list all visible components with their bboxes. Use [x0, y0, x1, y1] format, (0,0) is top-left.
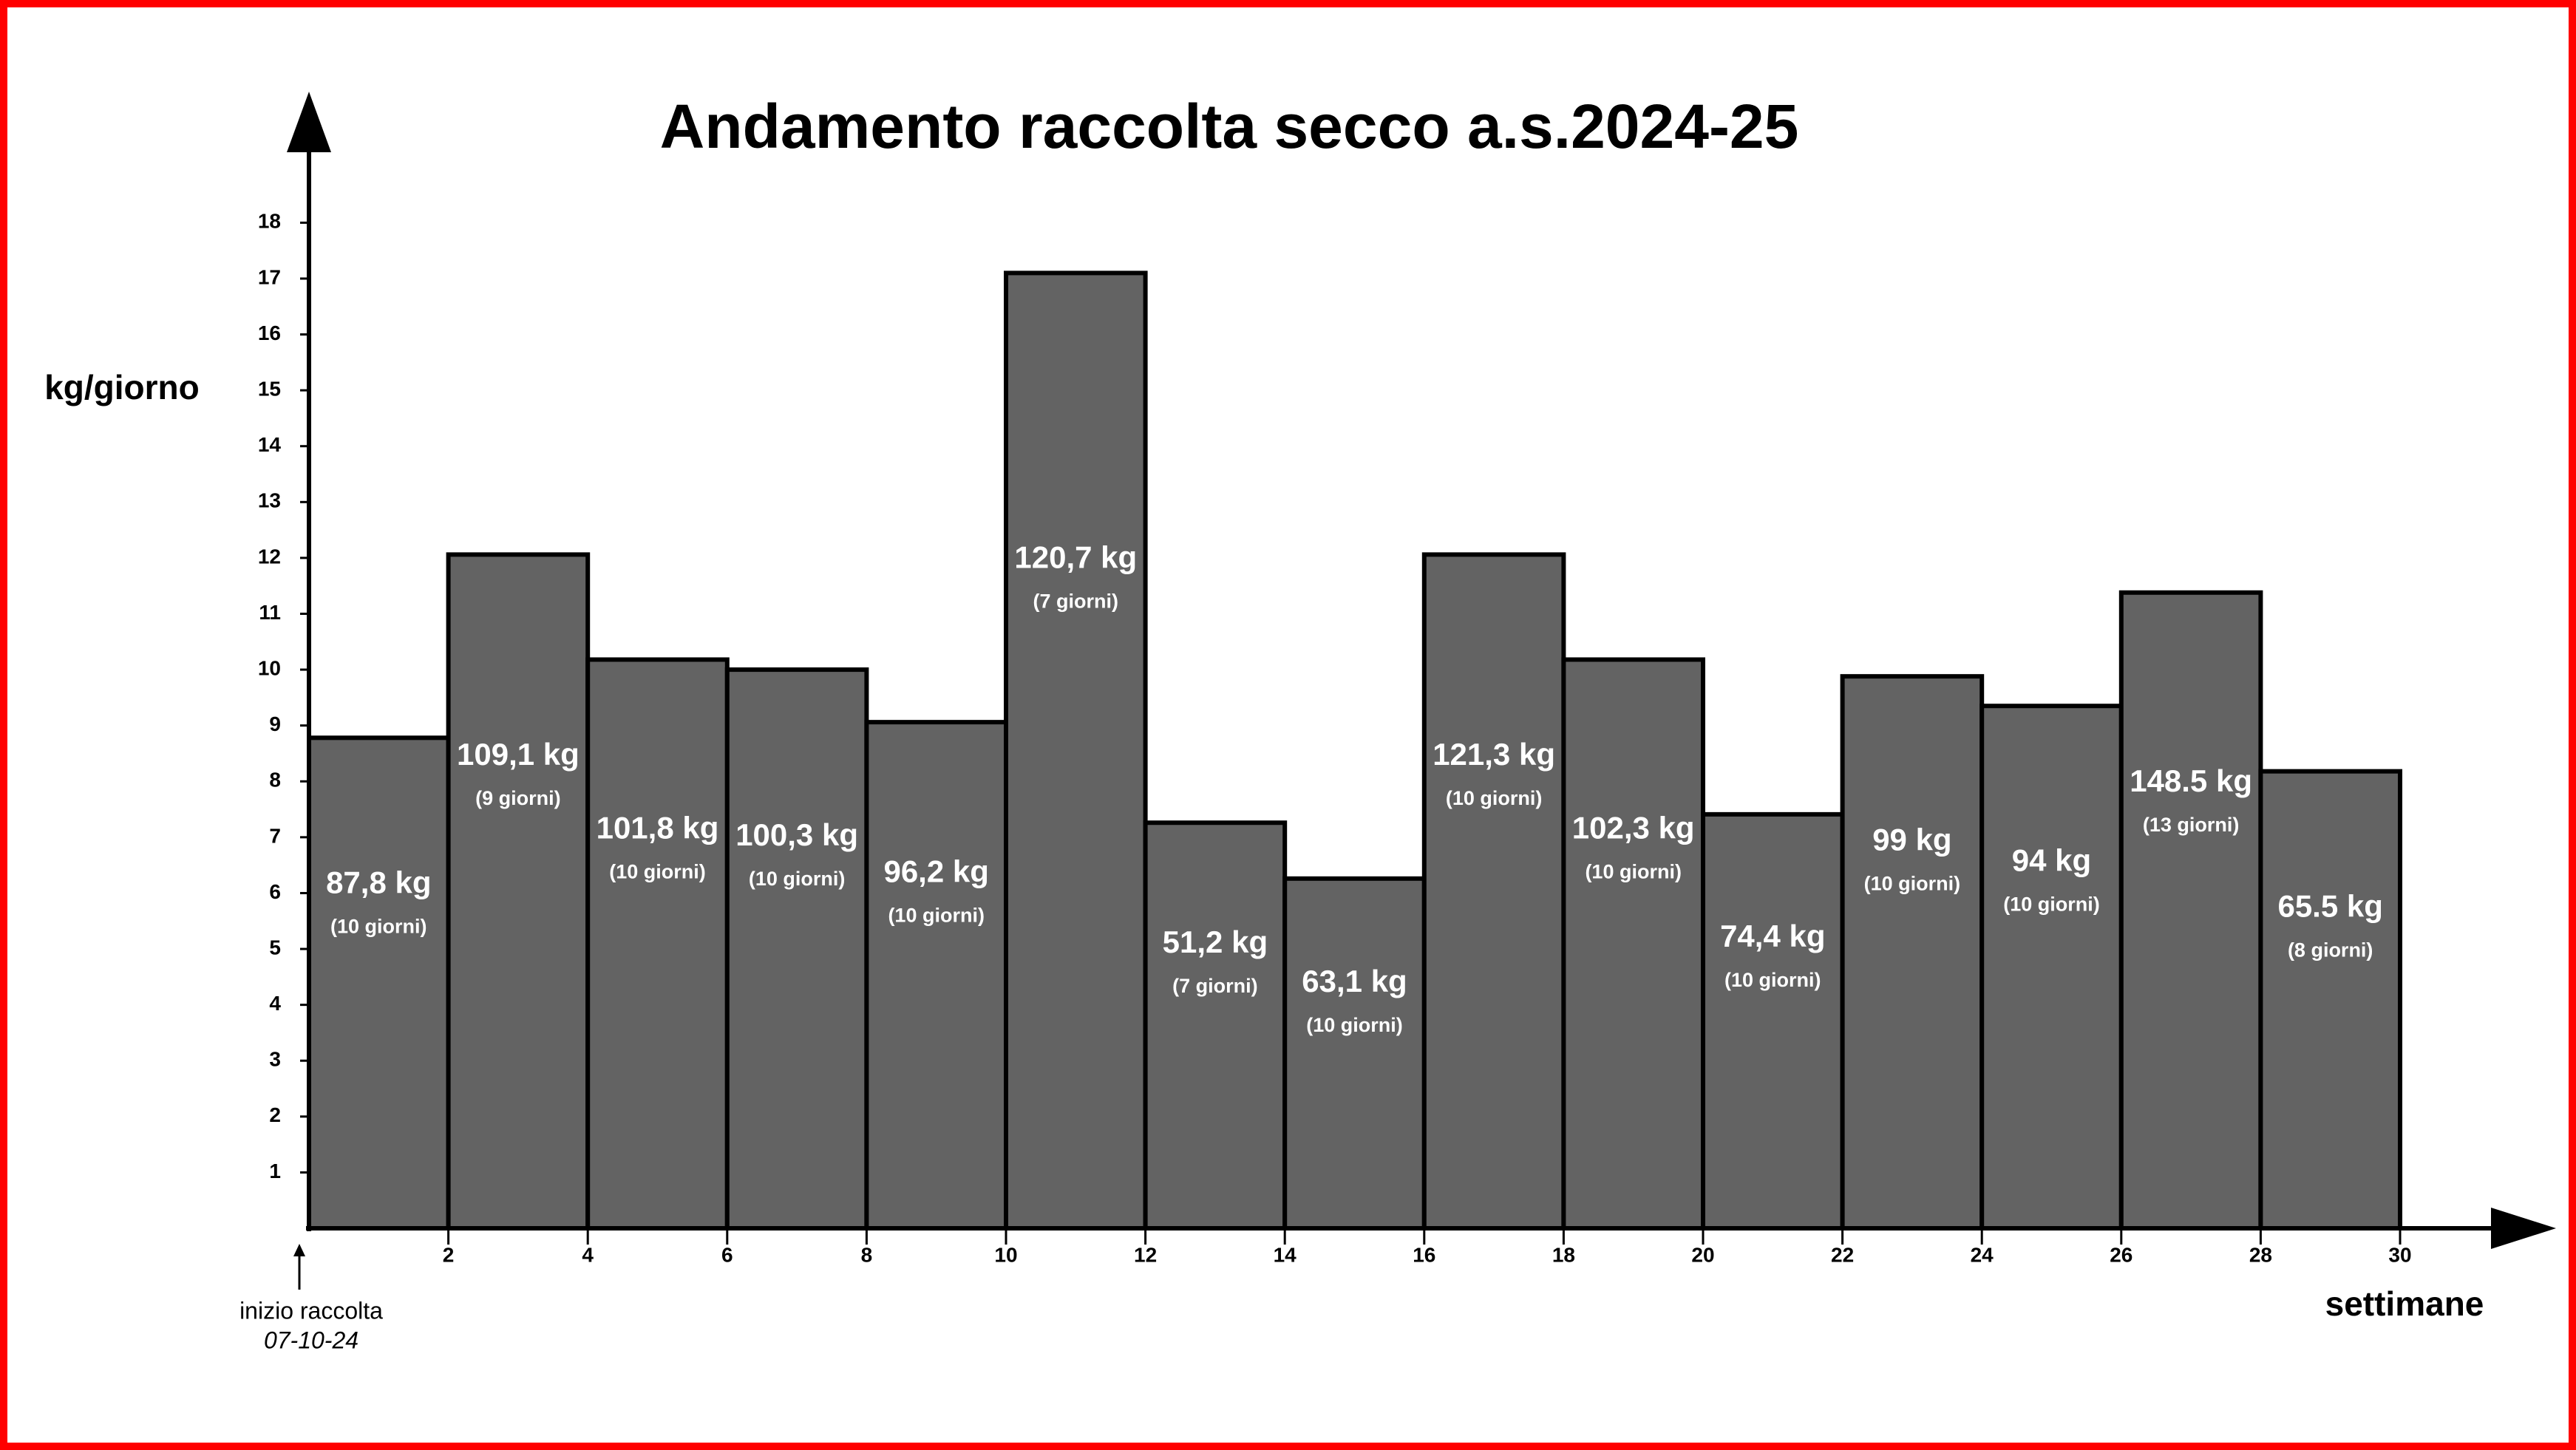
- bar-note: (9 giorni): [475, 787, 561, 809]
- bar: [307, 735, 451, 1231]
- y-tick-label: 9: [269, 712, 281, 735]
- x-tick-label: 22: [1831, 1243, 1854, 1266]
- bar: [446, 552, 591, 1231]
- start-arrow-head: [293, 1244, 305, 1256]
- y-tick-label: 11: [259, 601, 281, 624]
- x-tick-label: 10: [994, 1243, 1017, 1266]
- y-tick-label: 18: [258, 210, 281, 233]
- bar-label: 120,7 kg: [1014, 540, 1137, 574]
- bar: [1979, 704, 2124, 1231]
- y-tick-label: 3: [269, 1048, 281, 1071]
- chart-title: Andamento raccolta secco a.s.2024-25: [660, 92, 1799, 161]
- bar-note: (10 giorni): [888, 905, 985, 927]
- bar-note: (10 giorni): [1306, 1014, 1403, 1036]
- start-date: 07-10-24: [264, 1327, 358, 1353]
- x-tick-label: 2: [443, 1243, 455, 1266]
- bar-note: (10 giorni): [1864, 872, 1961, 894]
- bar-note: (10 giorni): [330, 916, 427, 938]
- y-tick-label: 13: [258, 489, 281, 512]
- bar-note: (7 giorni): [1033, 590, 1119, 612]
- x-tick-label: 8: [861, 1243, 873, 1266]
- bar-note: (10 giorni): [1585, 860, 1682, 882]
- bar-note: (10 giorni): [609, 860, 706, 882]
- bar-label: 109,1 kg: [457, 737, 580, 772]
- bar-label: 99 kg: [1872, 822, 1951, 857]
- bar: [864, 720, 1009, 1231]
- bar: [585, 657, 730, 1231]
- bar: [2258, 769, 2402, 1231]
- x-tick-label: 4: [582, 1243, 594, 1266]
- bar-label: 94 kg: [2012, 843, 2091, 877]
- y-tick-label: 15: [258, 378, 281, 401]
- bar: [1561, 657, 1705, 1231]
- bar: [1840, 674, 1985, 1231]
- y-axis-label: kg/giorno: [44, 368, 200, 406]
- bar: [1421, 552, 1566, 1231]
- bar: [724, 667, 869, 1231]
- bar-label: 100,3 kg: [735, 817, 858, 852]
- x-tick-label: 26: [2110, 1243, 2132, 1266]
- x-tick-label: 6: [721, 1243, 733, 1266]
- bar-label: 65.5 kg: [2277, 888, 2382, 923]
- bar: [1004, 270, 1148, 1231]
- bar: [1282, 876, 1427, 1231]
- y-tick-label: 2: [269, 1103, 281, 1126]
- bar-note: (13 giorni): [2143, 814, 2240, 836]
- bar-note: (10 giorni): [2003, 893, 2100, 915]
- y-tick-label: 17: [258, 265, 281, 288]
- y-tick-label: 12: [258, 545, 281, 568]
- x-axis-label: settimane: [2325, 1284, 2484, 1323]
- bar-note: (10 giorni): [749, 868, 846, 890]
- bar-label: 51,2 kg: [1163, 925, 1268, 959]
- y-tick-label: 4: [269, 992, 281, 1015]
- y-axis-arrow: [287, 92, 331, 152]
- bar-label: 121,3 kg: [1433, 737, 1555, 772]
- y-tick-label: 8: [269, 769, 281, 792]
- bar-label: 148.5 kg: [2130, 763, 2252, 798]
- x-tick-label: 28: [2249, 1243, 2272, 1266]
- bar-label: 87,8 kg: [326, 865, 431, 900]
- bar-note: (8 giorni): [2288, 939, 2373, 961]
- bar: [1143, 820, 1288, 1231]
- x-axis-arrow: [2491, 1208, 2556, 1249]
- y-tick-label: 1: [269, 1160, 281, 1182]
- bar: [2118, 590, 2263, 1231]
- y-tick-label: 6: [269, 880, 281, 903]
- y-tick-label: 5: [269, 936, 281, 959]
- bar-label: 102,3 kg: [1572, 810, 1695, 845]
- bar-note: (10 giorni): [1446, 787, 1543, 809]
- bar-label: 74,4 kg: [1720, 919, 1825, 953]
- y-tick-label: 14: [258, 433, 282, 456]
- start-label: inizio raccolta: [239, 1297, 383, 1324]
- x-tick-label: 12: [1134, 1243, 1157, 1266]
- x-tick-label: 20: [1691, 1243, 1714, 1266]
- bar-label: 96,2 kg: [883, 854, 988, 889]
- x-tick-label: 24: [1971, 1243, 1994, 1266]
- y-tick-label: 16: [258, 321, 281, 344]
- x-tick-label: 18: [1552, 1243, 1575, 1266]
- x-tick-label: 30: [2388, 1243, 2411, 1266]
- bar-label: 63,1 kg: [1302, 964, 1407, 998]
- bar: [1701, 811, 1845, 1231]
- bar-note: (10 giorni): [1724, 969, 1821, 991]
- y-tick-label: 10: [258, 656, 281, 679]
- bar-label: 101,8 kg: [597, 810, 719, 845]
- x-tick-label: 14: [1274, 1243, 1297, 1266]
- x-tick-label: 16: [1413, 1243, 1435, 1266]
- bar-note: (7 giorni): [1172, 975, 1258, 997]
- y-tick-label: 7: [269, 824, 281, 847]
